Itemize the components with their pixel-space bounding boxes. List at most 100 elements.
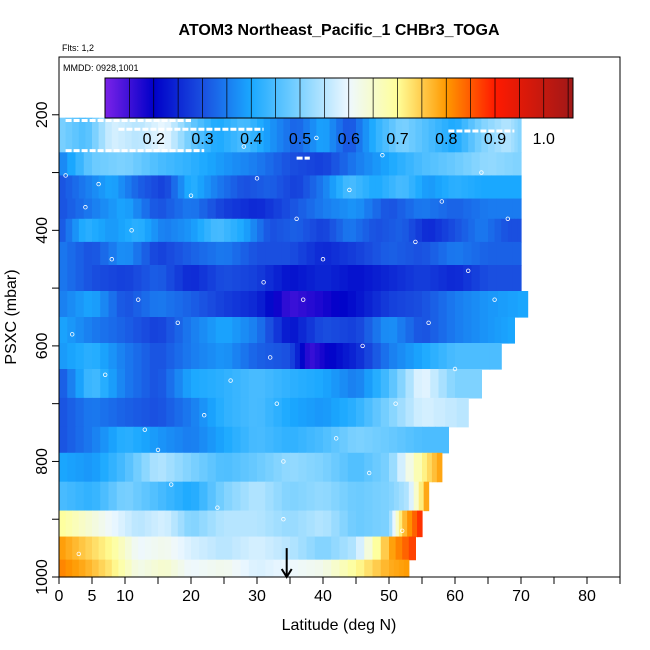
heatmap-cell	[306, 397, 316, 428]
heatmap-cell	[151, 218, 159, 243]
heatmap-cell	[468, 175, 476, 200]
heatmap-cell	[67, 317, 77, 344]
heatmap-cell	[349, 218, 357, 243]
heatmap-cell	[210, 117, 218, 153]
flight-track-lines	[65, 119, 515, 160]
heatmap-cell	[389, 426, 398, 454]
heatmap-cell	[474, 175, 482, 200]
heatmap-cell	[224, 218, 232, 243]
heatmap-cell	[92, 117, 100, 153]
heatmap-cell	[158, 291, 167, 318]
heatmap-cell	[435, 117, 443, 153]
heatmap-cell	[59, 426, 68, 454]
heatmap-cell	[116, 291, 126, 318]
heatmap-cell	[290, 426, 299, 454]
heatmap-cell	[395, 117, 403, 153]
heatmap-cell	[281, 481, 291, 512]
heatmap-cell	[294, 343, 301, 370]
heatmap-cell	[199, 152, 209, 177]
heatmap-cell	[197, 218, 205, 243]
heatmap-cell	[210, 175, 218, 200]
heatmap-cell	[397, 397, 407, 428]
heatmap-cell	[141, 426, 151, 454]
heatmap-cell	[290, 452, 299, 483]
heatmap-cell	[158, 343, 167, 370]
heatmap-cell	[215, 481, 225, 512]
heatmap-cell	[164, 117, 172, 153]
heatmap-cell	[418, 481, 425, 512]
heatmap-cell	[182, 481, 192, 512]
heatmap-cell	[466, 343, 479, 370]
heatmap-cell	[329, 175, 337, 200]
heatmap-cell	[463, 317, 473, 344]
heatmap-cell	[397, 152, 407, 177]
heatmap-cell	[230, 117, 238, 153]
heatmap-cell	[471, 152, 481, 177]
heatmap-cell	[83, 481, 93, 512]
heatmap-cell	[329, 117, 337, 153]
heatmap-cell	[298, 369, 308, 399]
heatmap-cell	[481, 117, 489, 153]
heatmap-cell	[488, 152, 497, 177]
heatmap-cell	[72, 175, 80, 200]
heatmap-cell	[438, 317, 448, 344]
heatmap-cell	[166, 198, 176, 220]
sample-point	[274, 401, 279, 406]
heatmap-cell	[290, 117, 298, 153]
sample-point	[188, 193, 194, 198]
heatmap-cell	[283, 218, 291, 243]
heatmap-cell	[248, 369, 258, 399]
heatmap-cell	[184, 117, 192, 153]
heatmap-cell	[303, 117, 311, 153]
colorbar-tick-label: 0.6	[338, 131, 360, 148]
heatmap-cell	[65, 175, 73, 200]
heatmap-cell	[158, 559, 166, 578]
heatmap-cell	[215, 397, 225, 428]
heatmap-cell	[191, 152, 200, 177]
heatmap-cell	[125, 241, 134, 266]
heatmap-cell	[144, 536, 152, 561]
heatmap-cell	[290, 369, 299, 399]
heatmap-cell	[435, 426, 443, 454]
heatmap-cell	[257, 426, 266, 454]
heatmap-cell	[158, 481, 167, 512]
heatmap-cell	[100, 397, 110, 428]
heatmap-cell	[402, 510, 408, 538]
heatmap-cell	[75, 369, 85, 399]
heatmap-cell	[240, 343, 250, 370]
heatmap-cell	[100, 481, 110, 512]
heatmap-cell	[455, 291, 464, 318]
heatmap-cell	[164, 559, 172, 578]
heatmap-cell	[364, 241, 374, 266]
sample-point	[63, 173, 68, 178]
heatmap-cell	[75, 241, 85, 266]
heatmap-cell	[240, 317, 250, 344]
heatmap-cell	[138, 117, 146, 153]
heatmap-cell	[240, 481, 250, 512]
heatmap-cell	[389, 175, 397, 200]
heatmap-cell	[149, 152, 159, 177]
heatmap-cell	[182, 452, 192, 483]
heatmap-cell	[72, 559, 80, 578]
heatmap-cell	[446, 241, 456, 266]
heatmap-cell	[455, 175, 463, 200]
heatmap-cell	[133, 291, 143, 318]
heatmap-cell	[215, 559, 225, 578]
heatmap-cell	[339, 452, 349, 483]
heatmap-cell	[438, 152, 448, 177]
heatmap-cell	[512, 265, 522, 292]
heatmap-cell	[78, 559, 86, 578]
heatmap-cell	[215, 152, 225, 177]
heatmap-cell	[125, 397, 134, 428]
heatmap-cell	[171, 117, 179, 153]
heatmap-cell	[207, 536, 217, 561]
heatmap-cell	[380, 481, 390, 512]
heatmap-cell	[389, 291, 398, 318]
heatmap-cell	[488, 265, 497, 292]
sample-point	[102, 372, 108, 377]
heatmap-cell	[356, 426, 365, 454]
heatmap-cell	[423, 481, 430, 512]
heatmap-cell	[369, 117, 377, 153]
heatmap-cell	[177, 510, 185, 538]
heatmap-cell	[347, 291, 357, 318]
